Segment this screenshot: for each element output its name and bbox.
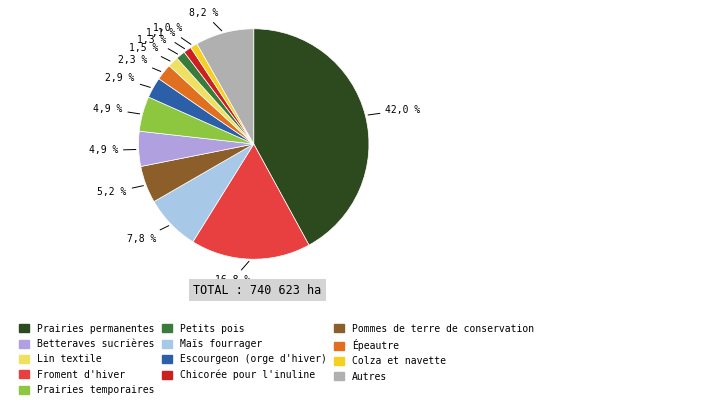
Text: TOTAL : 740 623 ha: TOTAL : 740 623 ha bbox=[194, 284, 321, 296]
Text: 16,8 %: 16,8 % bbox=[215, 261, 250, 285]
Text: 2,3 %: 2,3 % bbox=[117, 55, 161, 72]
Text: 4,9 %: 4,9 % bbox=[88, 146, 136, 156]
Text: 5,2 %: 5,2 % bbox=[97, 186, 144, 198]
Text: 2,9 %: 2,9 % bbox=[105, 73, 150, 87]
Text: 7,8 %: 7,8 % bbox=[127, 226, 169, 244]
Text: 1,5 %: 1,5 % bbox=[128, 42, 170, 61]
Wedge shape bbox=[138, 131, 254, 166]
Wedge shape bbox=[141, 144, 254, 202]
Wedge shape bbox=[149, 79, 254, 144]
Text: 4,9 %: 4,9 % bbox=[93, 104, 140, 114]
Wedge shape bbox=[159, 66, 254, 144]
Wedge shape bbox=[184, 48, 254, 144]
Wedge shape bbox=[193, 144, 309, 259]
Wedge shape bbox=[197, 29, 254, 144]
Text: 1,1 %: 1,1 % bbox=[146, 28, 185, 49]
Wedge shape bbox=[254, 29, 369, 245]
Text: 42,0 %: 42,0 % bbox=[368, 105, 420, 115]
Wedge shape bbox=[139, 97, 254, 144]
Legend: Prairies permanentes, Betteraves sucrières, Lin textile, Froment d'hiver, Prairi: Prairies permanentes, Betteraves sucrièr… bbox=[20, 324, 534, 395]
Text: 1,0 %: 1,0 % bbox=[153, 23, 191, 44]
Text: 8,2 %: 8,2 % bbox=[189, 8, 222, 31]
Wedge shape bbox=[191, 44, 254, 144]
Wedge shape bbox=[177, 52, 254, 144]
Wedge shape bbox=[154, 144, 254, 242]
Wedge shape bbox=[169, 58, 254, 144]
Text: 1,3 %: 1,3 % bbox=[138, 34, 178, 54]
